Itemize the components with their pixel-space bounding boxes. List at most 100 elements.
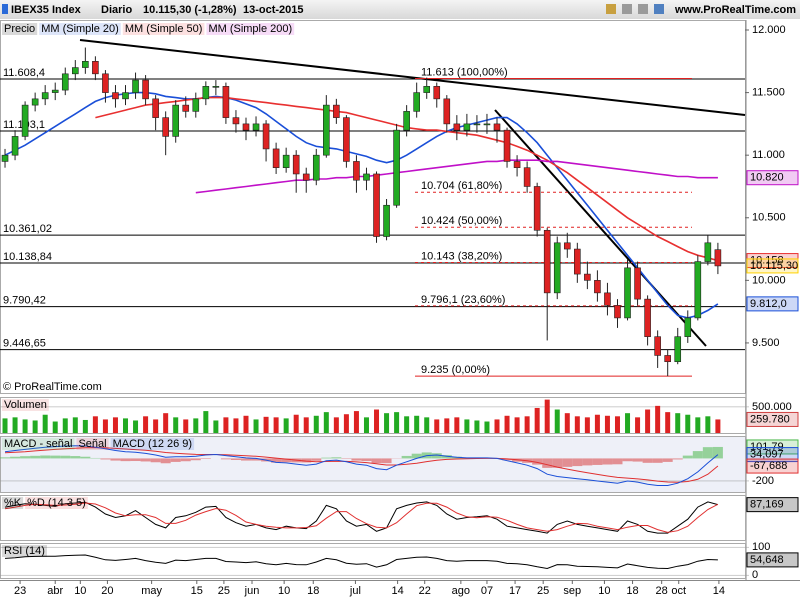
- x-tick-label: 18: [307, 585, 319, 597]
- legend-entry: %D (14 3 5): [27, 497, 86, 509]
- y-tick-label: 100: [752, 541, 770, 553]
- x-tick-label: 23: [14, 585, 26, 597]
- indicator-line: [4, 554, 718, 570]
- candle-body: [82, 61, 89, 68]
- legend-box: [2, 438, 75, 450]
- legend-box: [2, 399, 49, 411]
- histogram-bar: [70, 456, 81, 459]
- candle-body: [684, 317, 692, 337]
- candle-body: [493, 123, 501, 131]
- x-tick-label: 07: [481, 585, 493, 597]
- value-tag-box: [746, 439, 799, 455]
- icon[interactable]: [622, 4, 632, 14]
- volume-bar: [32, 420, 38, 433]
- date: 13-oct-2015: [243, 4, 304, 16]
- legend-entry: Precio: [4, 23, 35, 35]
- icon[interactable]: [654, 4, 664, 14]
- histogram-bar: [532, 458, 543, 465]
- icon[interactable]: [606, 4, 616, 14]
- volume-bar: [374, 409, 380, 433]
- candle-body: [523, 167, 531, 187]
- volume-bar: [12, 417, 18, 433]
- legend-box: [2, 545, 47, 557]
- candle-body: [102, 73, 109, 93]
- candle-body: [604, 292, 611, 306]
- candle-body: [242, 123, 250, 131]
- price-panel: [0, 20, 746, 394]
- candle-body: [574, 248, 581, 275]
- histogram-bar: [251, 458, 262, 461]
- volume-bar: [424, 417, 430, 433]
- histogram-bar: [672, 458, 683, 460]
- header-bar: [0, 0, 800, 19]
- volume-bar: [514, 417, 520, 433]
- candle-body: [41, 92, 49, 100]
- y-tick-label: 0: [752, 569, 758, 581]
- candle-body: [664, 355, 671, 363]
- volume-bar: [62, 418, 68, 433]
- histogram-bar: [301, 458, 312, 463]
- value-tag: 54,648: [750, 554, 784, 566]
- candle-body: [142, 79, 149, 100]
- volume-bar: [303, 417, 309, 433]
- candle-body: [594, 280, 601, 294]
- volume-bar: [323, 412, 329, 433]
- volume-bar: [564, 413, 570, 433]
- fib-label: 9.796,1 (23,60%): [421, 294, 505, 306]
- candle-body: [51, 89, 59, 93]
- legend-entry: MM (Simple 50): [125, 23, 203, 35]
- volume-bar: [112, 417, 118, 433]
- candle-body: [323, 104, 330, 156]
- volume-bar: [554, 409, 560, 433]
- histogram-bar: [200, 458, 211, 459]
- volume-bar: [645, 409, 651, 433]
- volume-bar: [223, 417, 229, 433]
- legend-box: [39, 23, 121, 35]
- legend-entry: MM (Simple 20): [41, 23, 119, 35]
- volume-bar: [484, 421, 490, 433]
- candle-body: [443, 98, 451, 125]
- volume-bar: [685, 414, 691, 433]
- legend-entry: %K: [4, 497, 22, 509]
- histogram-bar: [652, 458, 663, 463]
- histogram-bar: [592, 458, 603, 465]
- volume-bar: [123, 418, 129, 433]
- volume-bar: [173, 417, 179, 433]
- window-icons: [606, 4, 664, 14]
- histogram-bar: [50, 455, 61, 459]
- histogram-bar: [411, 453, 422, 459]
- histogram-bar: [10, 456, 21, 459]
- indicator-panel: [0, 495, 746, 541]
- histogram-bar: [240, 458, 251, 461]
- volume-bar: [384, 413, 390, 433]
- candle-body: [674, 336, 682, 363]
- copyright: © ProRealTime.com: [3, 381, 102, 393]
- fib-label: 11.613 (100,00%): [421, 66, 508, 78]
- volume-bar: [434, 419, 440, 433]
- value-tag-box: [746, 552, 799, 568]
- candle-body: [343, 117, 350, 162]
- histogram-bar: [100, 458, 111, 460]
- x-tick-label: 14: [713, 585, 725, 597]
- value-tag: 101,79: [750, 441, 784, 453]
- volume-bar: [474, 420, 480, 433]
- candle-body: [363, 173, 370, 181]
- volume-bar: [263, 416, 269, 433]
- volume-bar: [343, 414, 349, 433]
- candle-body: [503, 129, 511, 162]
- histogram-bar: [140, 458, 151, 462]
- histogram-bar: [401, 455, 412, 459]
- legend-entry: MACD - señal: [4, 438, 72, 450]
- candle-body: [182, 104, 190, 112]
- icon[interactable]: [638, 4, 648, 14]
- volume-bar: [675, 413, 681, 433]
- candle-body: [1, 154, 9, 162]
- last-price: 10.115,30 (-1,28%): [143, 4, 237, 16]
- candle-body: [624, 267, 631, 319]
- volume-bar: [283, 418, 289, 433]
- candle-body: [192, 98, 200, 112]
- period: Diario: [101, 4, 132, 16]
- histogram-bar: [220, 458, 231, 460]
- histogram-bar: [190, 458, 201, 461]
- x-tick-label: may: [141, 585, 162, 597]
